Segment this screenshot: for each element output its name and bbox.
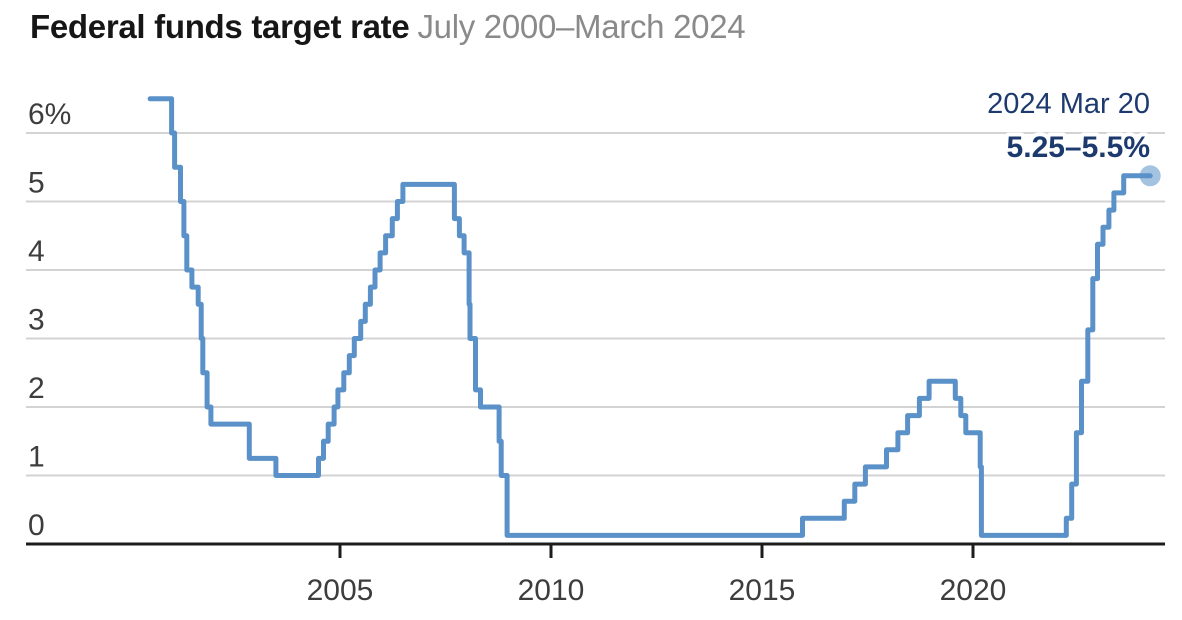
y-tick-label: 1 [28, 441, 45, 474]
latest-value-dot [1139, 165, 1161, 187]
x-tick-label: 2005 [307, 574, 374, 607]
x-tick-label: 2015 [729, 574, 796, 607]
y-axis-labels: 6% 5 4 3 2 1 0 [28, 98, 71, 542]
y-tick-label: 5 [28, 167, 45, 200]
annotation-date: 2024 Mar 20 [987, 88, 1150, 120]
y-tick-label: 3 [28, 304, 45, 337]
rate-step-line [147, 96, 1153, 538]
gridlines [26, 132, 1165, 477]
y-tick-label: 6% [28, 98, 71, 131]
chart-subtitle: July 2000–March 2024 [417, 8, 746, 45]
x-tick-label: 2010 [518, 574, 585, 607]
x-axis: 2005 2010 2015 2020 [26, 542, 1165, 607]
y-tick-label: 2 [28, 372, 45, 405]
y-tick-label: 0 [28, 509, 45, 542]
annotation-value: 5.25–5.5% [1007, 131, 1150, 164]
chart-header: Federal funds target rate July 2000–March… [30, 8, 746, 46]
y-tick-label: 4 [28, 235, 45, 268]
x-tick-label: 2020 [940, 574, 1007, 607]
chart-title: Federal funds target rate [30, 8, 410, 45]
